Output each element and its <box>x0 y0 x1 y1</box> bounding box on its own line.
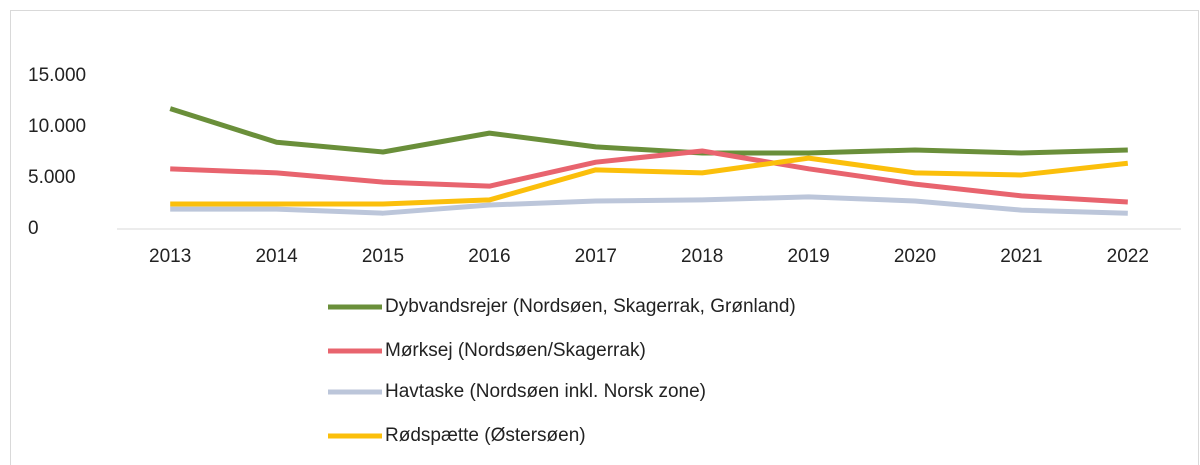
x-tick-label: 2021 <box>1000 246 1042 267</box>
x-tick-label: 2016 <box>468 246 510 267</box>
legend-label: Rødspætte (Østersøen) <box>385 425 586 446</box>
legend-label: Dybvandsrejer (Nordsøen, Skagerrak, Grøn… <box>385 296 796 317</box>
series-line <box>170 155 1129 207</box>
series-line <box>169 106 1128 156</box>
x-tick-label: 2015 <box>362 246 404 267</box>
x-tick-label: 2014 <box>255 246 298 267</box>
legend-label: Mørksej (Nordsøen/Skagerrak) <box>385 340 646 361</box>
x-tick-label: 2022 <box>1107 246 1149 267</box>
y-tick-label: 15.000 <box>28 65 86 86</box>
y-tick-label: 0 <box>28 218 39 239</box>
x-tick-label: 2019 <box>787 246 829 267</box>
x-tick-label: 2017 <box>575 246 617 267</box>
x-tick-label: 2013 <box>149 246 191 267</box>
chart-border <box>10 10 1199 465</box>
series-line <box>170 148 1128 205</box>
y-tick-label: 10.000 <box>28 116 86 137</box>
legend-label: Havtaske (Nordsøen inkl. Norsk zone) <box>385 381 706 402</box>
series-line <box>170 194 1128 216</box>
x-tick-label: 2020 <box>894 246 936 267</box>
x-tick-label: 2018 <box>681 246 723 267</box>
y-tick-label: 5.000 <box>28 167 76 188</box>
